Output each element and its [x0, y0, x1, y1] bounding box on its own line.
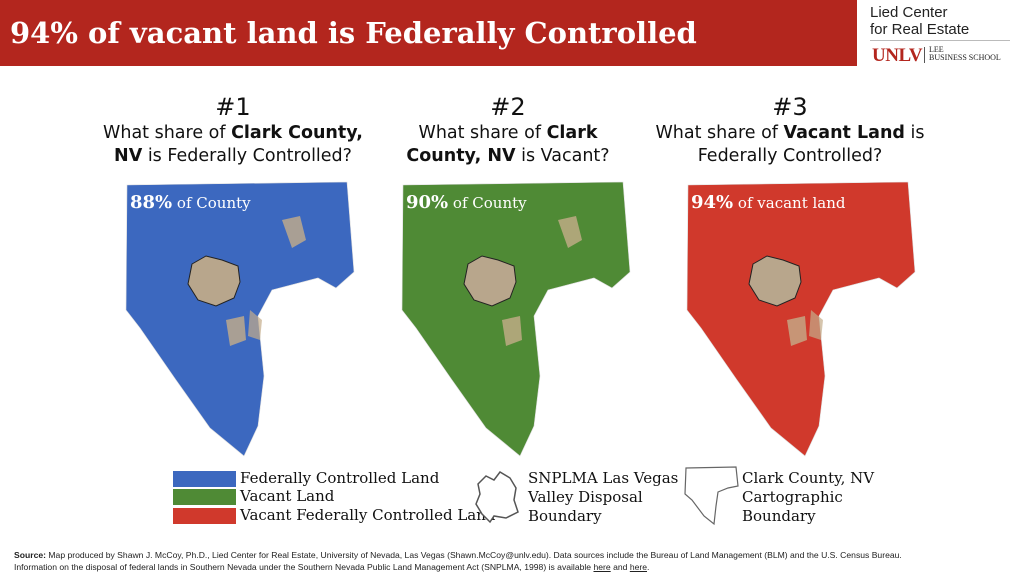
- snplma-boundary-icon: [475, 471, 519, 524]
- legend-swatch-vacant: [173, 489, 236, 505]
- source-link-1[interactable]: here: [593, 562, 611, 572]
- legend-swatch-vacant-federal: [173, 508, 236, 524]
- logo-line-1: Lied Center: [870, 4, 948, 21]
- panel-3-heading: #3 What share of Vacant Land is Federall…: [645, 92, 935, 168]
- map-vacant-federal: 94% of vacant land: [683, 180, 923, 460]
- panel-question: What share of Vacant Land is Federally C…: [655, 123, 925, 166]
- clark-county-map-federal: [125, 181, 355, 457]
- source-link-2[interactable]: here: [629, 562, 648, 572]
- map-percentage-label: 88% of County: [130, 192, 251, 213]
- logo-lee-text: LEE: [929, 45, 944, 54]
- panel-2-heading: #2 What share of Clark County, NV is Vac…: [363, 92, 653, 168]
- lied-center-logo: Lied Center for Real Estate UNLV LEE BUS…: [870, 4, 1020, 66]
- map-percentage-label: 90% of County: [406, 192, 527, 213]
- source-note: Source: Map produced by Shawn J. McCoy, …: [14, 550, 902, 572]
- legend-label-vacant-federal: Vacant Federally Controlled Land: [240, 506, 496, 524]
- county-boundary-icon: [684, 466, 739, 526]
- panel-question: What share of Clark County, NV is Vacant…: [406, 123, 610, 166]
- legend-label-snplma: SNPLMA Las Vegas Valley Disposal Boundar…: [528, 469, 679, 525]
- logo-school-text: BUSINESS SCHOOL: [929, 53, 1001, 62]
- panel-number: #3: [772, 93, 808, 121]
- clark-county-map-vacant-federal: [686, 181, 916, 457]
- title-banner: 94% of vacant land is Federally Controll…: [0, 0, 857, 66]
- legend-swatch-federal: [173, 471, 236, 487]
- logo-lee-business-school: LEE BUSINESS SCHOOL: [929, 46, 1001, 62]
- map-federal: 88% of County: [122, 180, 362, 460]
- logo-unlv: UNLV: [872, 45, 923, 66]
- legend-label-federal: Federally Controlled Land: [240, 469, 440, 487]
- logo-separator: [924, 47, 925, 63]
- legend-label-county: Clark County, NV Cartographic Boundary: [742, 469, 875, 525]
- logo-line-2: for Real Estate: [870, 21, 970, 38]
- panel-1-heading: #1 What share of Clark County, NV is Fed…: [88, 92, 378, 168]
- legend-label-vacant: Vacant Land: [240, 487, 335, 505]
- clark-county-map-vacant: [401, 181, 631, 457]
- map-vacant: 90% of County: [398, 180, 638, 460]
- map-percentage-label: 94% of vacant land: [691, 192, 846, 213]
- panel-question: What share of Clark County, NV is Federa…: [103, 123, 363, 166]
- panel-number: #1: [215, 93, 251, 121]
- logo-divider: [870, 40, 1010, 41]
- page-title: 94% of vacant land is Federally Controll…: [10, 16, 697, 50]
- panel-number: #2: [490, 93, 526, 121]
